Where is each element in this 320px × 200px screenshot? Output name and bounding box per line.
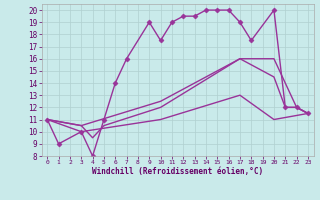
X-axis label: Windchill (Refroidissement éolien,°C): Windchill (Refroidissement éolien,°C)	[92, 167, 263, 176]
